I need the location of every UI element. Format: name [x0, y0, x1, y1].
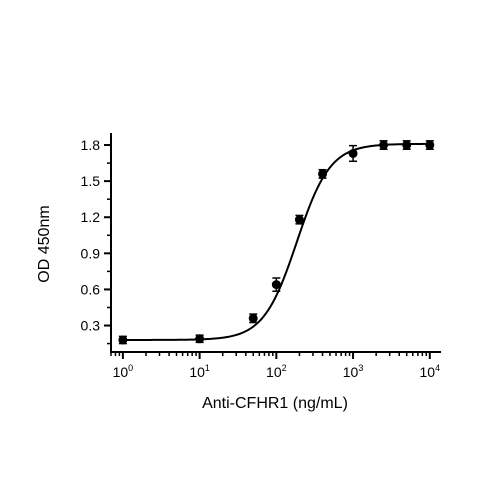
x-tick-label: 102	[266, 363, 287, 380]
y-tick-label: 0.6	[81, 281, 101, 297]
x-tick-label: 103	[343, 363, 364, 380]
y-tick-label: 1.2	[81, 209, 101, 225]
data-point	[425, 140, 435, 150]
data-point	[195, 334, 205, 344]
x-ticks: 100 101 102 103 104	[110, 352, 440, 380]
y-tick-label: 1.5	[81, 173, 101, 189]
data-point	[379, 140, 389, 150]
y-ticks: 0.3 0.6 0.9 1.2 1.5 1.8	[81, 137, 111, 345]
data-point	[294, 215, 304, 225]
fit-curve	[122, 142, 430, 341]
data-point	[248, 313, 258, 323]
y-tick-label: 0.9	[81, 245, 101, 261]
x-axis-title: Anti-CFHR1 (ng/mL)	[202, 395, 348, 412]
data-point	[271, 280, 281, 290]
x-tick-label: 101	[189, 363, 210, 380]
x-tick-label: 100	[113, 363, 134, 380]
x-tick-label: 104	[419, 363, 440, 380]
data-point	[318, 169, 328, 179]
data-point	[348, 148, 358, 158]
y-axis-title: OD 450nm	[36, 205, 53, 282]
data-point	[118, 335, 128, 345]
axes	[110, 133, 441, 353]
y-tick-label: 0.3	[81, 318, 101, 334]
error-bars	[118, 140, 434, 345]
data-points	[118, 140, 435, 345]
data-point	[402, 140, 412, 150]
y-tick-label: 1.8	[81, 137, 101, 153]
